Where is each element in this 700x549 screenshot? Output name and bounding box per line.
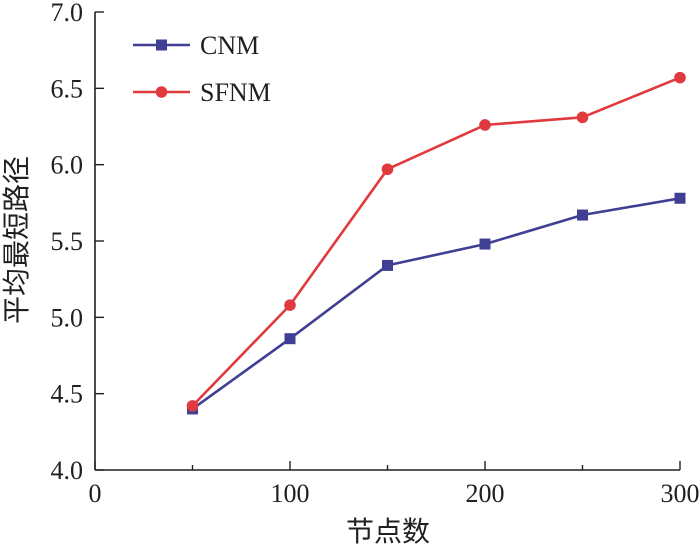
y-axis-title: 平均最短路径 [1,156,33,324]
y-tick-label: 5.5 [51,227,84,256]
y-axis-ticks: 4.0 4.5 5.0 5.5 6.0 6.5 7.0 [51,0,104,485]
x-axis-ticks: 0 100 200 300 [89,461,700,508]
legend-marker-cnm [156,39,167,51]
data-point-cnm [577,209,588,221]
data-point-sfnm [479,119,491,131]
axes [94,12,680,471]
y-tick-label: 5.0 [51,303,84,332]
y-tick-label: 6.0 [51,151,84,180]
x-tick-label: 300 [661,479,700,508]
series-line-cnm [191,197,681,410]
y-tick-label: 4.5 [51,380,84,409]
data-point-cnm [382,259,393,271]
legend: CNM SFNM [133,31,271,107]
legend-label-cnm: CNM [200,31,259,60]
legend-label-sfnm: SFNM [200,78,271,107]
data-point-cnm [284,333,296,345]
data-point-cnm [479,238,491,250]
plot-area [186,71,686,415]
data-point-sfnm [284,299,296,311]
x-tick-label: 0 [89,479,102,508]
x-tick-label: 200 [466,479,505,508]
data-point-cnm [674,192,686,204]
data-point-sfnm [674,71,686,84]
legend-marker-sfnm [155,86,168,98]
data-point-sfnm [381,163,394,176]
x-tick-label: 100 [271,479,310,508]
y-tick-label: 4.0 [51,456,84,485]
y-tick-label: 6.5 [51,74,84,103]
x-axis-title: 节点数 [346,516,430,548]
data-point-sfnm [576,111,589,124]
series-line-sfnm [191,76,681,407]
data-point-sfnm [186,400,199,412]
y-tick-label: 7.0 [51,0,84,27]
